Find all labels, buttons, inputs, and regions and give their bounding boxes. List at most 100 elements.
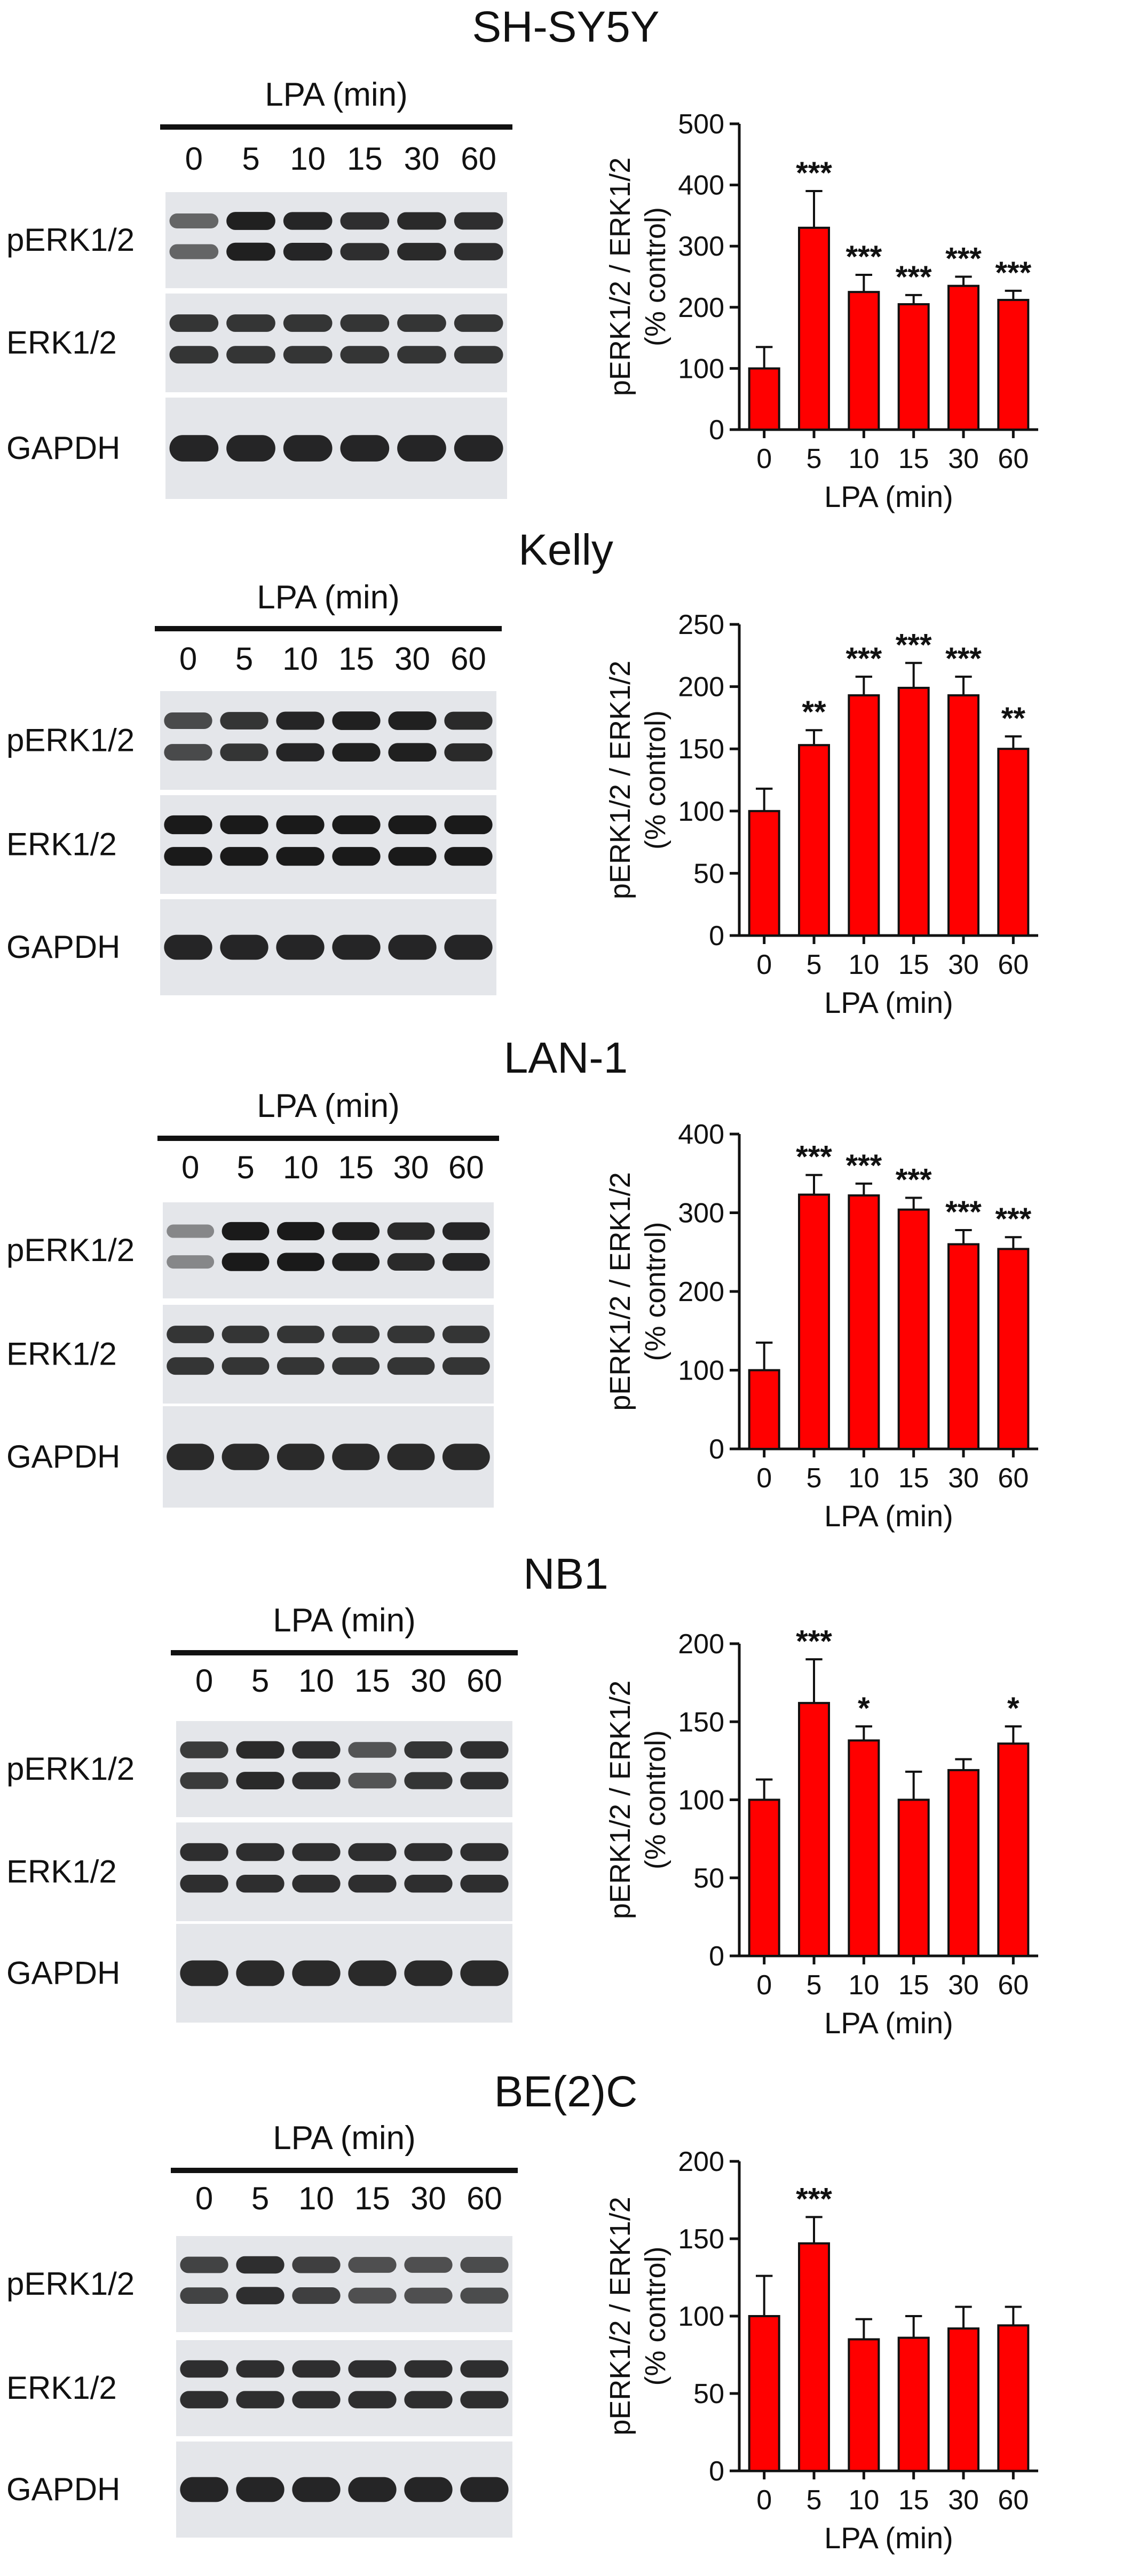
blot-band: [292, 2391, 341, 2408]
bar: [997, 2324, 1030, 2472]
blot-band: [276, 1326, 325, 1343]
blot-row-erk12: ERK1/2: [6, 1822, 512, 1921]
blot-band: [169, 346, 219, 364]
blot-band: [460, 2477, 509, 2502]
panel-title: Kelly: [518, 526, 613, 574]
y-tick-label: 150: [678, 2224, 724, 2255]
x-tick-label: 15: [898, 949, 929, 980]
blot-membrane: [176, 2340, 512, 2436]
x-tick-label: 5: [807, 443, 822, 474]
blot-band: [397, 346, 446, 364]
blot-row-label: GAPDH: [6, 1439, 120, 1475]
blot-band: [220, 847, 268, 866]
y-tick-label: 0: [709, 1941, 724, 1972]
bar: [848, 1194, 880, 1451]
blot-row-perk12: pERK1/2: [6, 1721, 512, 1817]
blot-band: [388, 743, 437, 762]
bar: [947, 1243, 979, 1450]
blot-band: [276, 711, 325, 730]
blot-band: [348, 2477, 397, 2502]
y-tick-label: 200: [678, 2146, 724, 2177]
blot-row-label: ERK1/2: [6, 1854, 117, 1890]
y-tick-label: 400: [678, 170, 724, 201]
blot-band: [180, 1772, 228, 1789]
blot-band: [180, 2391, 228, 2408]
blot-membrane: [165, 398, 507, 499]
blot-membrane: [165, 294, 507, 392]
blot-lane-label: 15: [354, 1663, 390, 1699]
blot-band: [460, 2391, 509, 2408]
blot-band: [226, 314, 275, 332]
blot-band: [222, 1357, 270, 1375]
blot-row-gapdh: GAPDH: [6, 2442, 512, 2538]
blot-lane-label: 0: [195, 2181, 213, 2216]
y-tick-label: 50: [693, 858, 724, 889]
blot-band: [442, 1253, 490, 1271]
blot-row-label: pERK1/2: [6, 1751, 135, 1787]
blot-band: [283, 212, 333, 230]
blot-membrane: [176, 1721, 512, 1817]
bar: [848, 1739, 880, 1957]
blot-row-gapdh: GAPDH: [6, 1924, 512, 2023]
blot-lane-label: 0: [185, 141, 203, 177]
blot-band: [226, 212, 275, 230]
significance-marker: ***: [995, 256, 1031, 290]
blot-lane-label: 30: [393, 1150, 429, 1185]
y-tick-label: 100: [678, 796, 724, 827]
blot-row-erk12: ERK1/2: [6, 795, 496, 894]
blot-band: [460, 1843, 509, 1861]
blot-band: [164, 847, 212, 866]
blot-band: [167, 1444, 215, 1470]
blot-band: [164, 712, 212, 730]
blot-band: [180, 1741, 228, 1758]
western-blot: LPA (min) 0 5 10 15 30 60 pERK1/2 ERK1/2 GAPDH: [6, 1602, 518, 2023]
bar: [798, 1702, 830, 1957]
blot-lane-label: 15: [354, 2181, 390, 2216]
blot-band: [332, 1326, 380, 1343]
blot-band: [348, 1960, 397, 1986]
significance-marker: ***: [896, 1162, 932, 1197]
blot-row-label: ERK1/2: [6, 1336, 117, 1372]
blot-band: [220, 815, 268, 835]
blot-band: [276, 743, 325, 762]
blot-lane-label: 30: [410, 1663, 446, 1699]
blot-band: [332, 743, 381, 762]
blot-band: [404, 2477, 453, 2502]
blot-row-label: pERK1/2: [6, 2266, 135, 2302]
bar: [997, 1248, 1030, 1451]
x-tick-label: 30: [948, 443, 979, 474]
significance-marker: ***: [896, 628, 932, 662]
blot-band: [220, 743, 268, 762]
blot-band: [276, 847, 325, 866]
bar: [947, 2327, 979, 2472]
blot-band: [180, 1960, 228, 1986]
significance-marker: *: [1007, 1691, 1020, 1726]
blot-band: [444, 815, 493, 835]
x-axis-label: LPA (min): [824, 480, 953, 513]
blot-membrane: [163, 1406, 494, 1508]
y-tick-label: 100: [678, 1356, 724, 1386]
blot-band: [222, 1444, 270, 1470]
blot-band: [236, 1875, 285, 1893]
blot-band: [460, 2360, 509, 2378]
significance-marker: ***: [796, 1140, 832, 1175]
x-tick-label: 10: [848, 443, 879, 474]
blot-membrane: [163, 1202, 494, 1298]
blot-lane-label: 60: [448, 1150, 484, 1185]
y-tick-label: 100: [678, 353, 724, 384]
blot-band: [332, 847, 381, 866]
blot-band: [292, 2287, 341, 2304]
blot-band: [454, 243, 503, 260]
blot-band: [167, 1326, 215, 1343]
significance-marker: **: [802, 695, 826, 730]
significance-marker: *: [858, 1691, 870, 1726]
blot-treatment-label: LPA (min): [265, 76, 408, 113]
y-tick-label: 250: [678, 609, 724, 640]
blot-band: [388, 711, 437, 730]
bar: [848, 291, 880, 431]
blot-band: [164, 815, 212, 835]
blot-band: [283, 346, 333, 364]
blot-band: [404, 2257, 453, 2273]
blot-band: [226, 242, 275, 261]
